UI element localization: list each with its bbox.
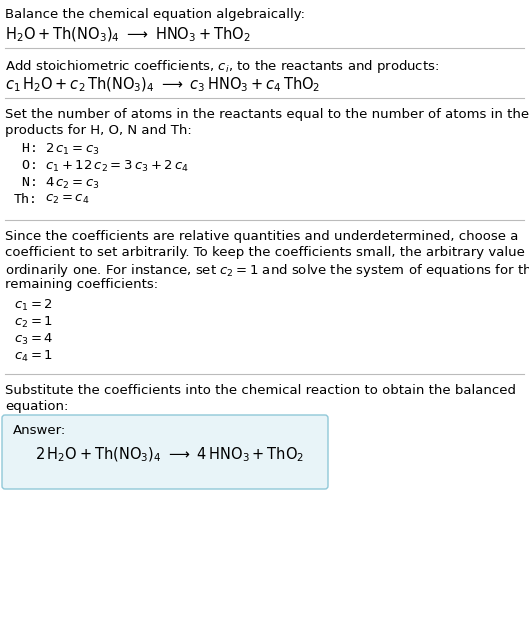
Text: $4\,c_2 = c_3$: $4\,c_2 = c_3$ (45, 176, 100, 191)
Text: $\mathrm{H_2O + Th(NO_3)_4 \ \longrightarrow \ HNO_3 + ThO_2}$: $\mathrm{H_2O + Th(NO_3)_4 \ \longrighta… (5, 26, 251, 45)
Text: $c_1\,\mathrm{H_2O} + c_2\,\mathrm{Th(NO_3)_4} \ \longrightarrow \ c_3\,\mathrm{: $c_1\,\mathrm{H_2O} + c_2\,\mathrm{Th(NO… (5, 76, 321, 95)
Text: H:: H: (14, 142, 38, 155)
Text: Since the coefficients are relative quantities and underdetermined, choose a: Since the coefficients are relative quan… (5, 230, 518, 243)
Text: $c_1 = 2$: $c_1 = 2$ (14, 298, 53, 313)
Text: products for H, O, N and Th:: products for H, O, N and Th: (5, 124, 191, 137)
Text: $c_4 = 1$: $c_4 = 1$ (14, 349, 53, 364)
Text: $c_1 + 12\,c_2 = 3\,c_3 + 2\,c_4$: $c_1 + 12\,c_2 = 3\,c_3 + 2\,c_4$ (45, 159, 189, 174)
Text: Set the number of atoms in the reactants equal to the number of atoms in the: Set the number of atoms in the reactants… (5, 108, 529, 121)
Text: remaining coefficients:: remaining coefficients: (5, 278, 158, 291)
Text: $\mathrm{2\,H_2O + Th(NO_3)_4 \ \longrightarrow \ 4\,HNO_3 + ThO_2}$: $\mathrm{2\,H_2O + Th(NO_3)_4 \ \longrig… (35, 446, 304, 465)
Text: Add stoichiometric coefficients, $c_i$, to the reactants and products:: Add stoichiometric coefficients, $c_i$, … (5, 58, 439, 75)
Text: Th:: Th: (14, 193, 38, 206)
Text: $c_3 = 4$: $c_3 = 4$ (14, 332, 53, 347)
Text: $c_2 = 1$: $c_2 = 1$ (14, 315, 53, 330)
Text: Substitute the coefficients into the chemical reaction to obtain the balanced: Substitute the coefficients into the che… (5, 384, 516, 397)
Text: Answer:: Answer: (13, 424, 66, 437)
Text: $2\,c_1 = c_3$: $2\,c_1 = c_3$ (45, 142, 100, 157)
Text: ordinarily one. For instance, set $c_2 = 1$ and solve the system of equations fo: ordinarily one. For instance, set $c_2 =… (5, 262, 529, 279)
Text: O:: O: (14, 159, 38, 172)
Text: $c_2 = c_4$: $c_2 = c_4$ (45, 193, 89, 206)
Text: Balance the chemical equation algebraically:: Balance the chemical equation algebraica… (5, 8, 305, 21)
Text: N:: N: (14, 176, 38, 189)
FancyBboxPatch shape (2, 415, 328, 489)
Text: equation:: equation: (5, 400, 68, 413)
Text: coefficient to set arbitrarily. To keep the coefficients small, the arbitrary va: coefficient to set arbitrarily. To keep … (5, 246, 529, 259)
